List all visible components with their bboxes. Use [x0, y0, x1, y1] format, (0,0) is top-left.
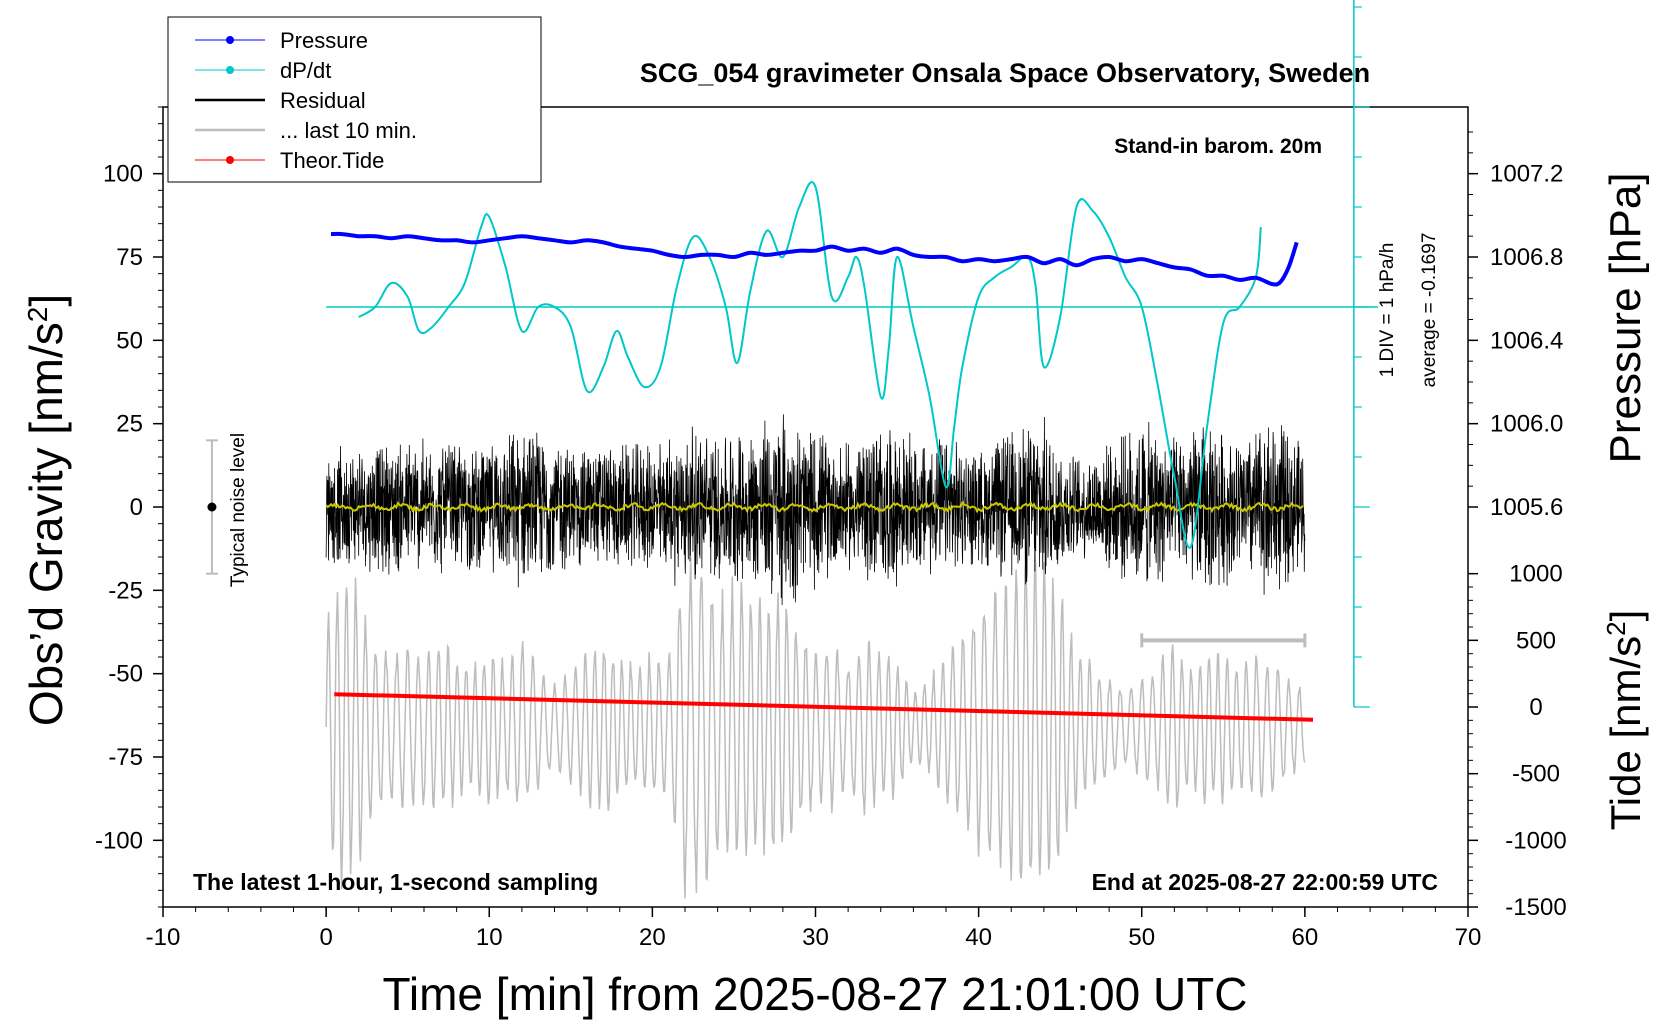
smoothed-residual-series [325, 500, 1304, 514]
tide-label-close: ] [1602, 610, 1649, 622]
sampling-annotation: The latest 1-hour, 1-second sampling [193, 869, 598, 895]
tide-tick-label: -500 [1512, 761, 1560, 788]
y-axis-label-tide: Tide [nm/s2] [1601, 610, 1649, 831]
y-tick-label: -25 [108, 577, 143, 604]
end-time-annotation: End at 2025-08-27 22:00:59 UTC [1092, 869, 1438, 895]
legend-marker [226, 36, 234, 44]
tide-label-exponent: 2 [1601, 621, 1631, 635]
y-axis-pressure: 1007.2 1006.8 1006.4 1006.0 1005.6 [1468, 131, 1563, 521]
legend-marker [226, 66, 234, 74]
y-axis-gravity: 100 75 50 25 0 -25 -50 -75 -100 [95, 106, 163, 908]
x-tick-label: 40 [965, 924, 992, 951]
y-tick-label: 100 [103, 161, 143, 188]
gravity-label-close: ] [20, 294, 72, 307]
average-annotation: average = -0.1697 [1419, 233, 1440, 388]
legend: Pressure dP/dt Residual ... last 10 min. The… [167, 16, 542, 183]
y-tick-label: -75 [108, 744, 143, 771]
y-tick-label: 75 [116, 244, 143, 271]
tide-tick-label: -1500 [1505, 894, 1566, 921]
pressure-tick-label: 1006.4 [1490, 327, 1563, 354]
x-tick-label: 50 [1128, 924, 1155, 951]
y-tick-label: 0 [130, 494, 143, 521]
legend-marker [226, 156, 234, 164]
y-tick-label: 50 [116, 327, 143, 354]
legend-label: dP/dt [280, 58, 331, 83]
legend-label: Residual [280, 88, 366, 113]
tide-tick-label: 500 [1516, 627, 1556, 654]
x-axis: -10 0 10 20 30 40 50 60 70 [146, 907, 1482, 951]
chart-title: SCG_054 gravimeter Onsala Space Observat… [640, 58, 1370, 88]
div-annotation: 1 DIV = 1 hPa/h [1377, 243, 1398, 378]
x-tick-label: 70 [1455, 924, 1482, 951]
x-tick-label: 30 [802, 924, 829, 951]
tide-tick-label: 1000 [1509, 561, 1562, 588]
y-tick-label: 25 [116, 411, 143, 438]
x-tick-label: 0 [319, 924, 332, 951]
tide-tick-label: -1000 [1505, 827, 1566, 854]
x-tick-label: 10 [476, 924, 503, 951]
y-axis-tide: 1000 500 0 -500 -1000 -1500 [1468, 561, 1567, 921]
y-axis-label-pressure: Pressure [hPa] [1601, 172, 1650, 463]
tide-label-text: Tide [nm/s [1602, 636, 1649, 831]
dpdt-div-scale [1353, 0, 1370, 708]
gravity-label-text: Obs’d Gravity [nm/s [20, 322, 72, 726]
noise-level-center-dot [207, 502, 217, 512]
y-axis-label-gravity: Obs’d Gravity [nm/s2] [20, 294, 72, 726]
pressure-tick-label: 1006.8 [1490, 244, 1563, 271]
legend-label: ... last 10 min. [280, 118, 417, 143]
theor-tide-series [334, 692, 1314, 722]
legend-box [167, 16, 542, 183]
last-10-min-series [325, 548, 1306, 899]
pressure-tick-label: 1006.0 [1490, 411, 1563, 438]
y-tick-label: -50 [108, 661, 143, 688]
x-tick-label: 20 [639, 924, 666, 951]
legend-label: Theor.Tide [280, 148, 384, 173]
tide-tick-label: 0 [1529, 694, 1542, 721]
series-layer [205, 181, 1379, 899]
dpdt-series [358, 181, 1262, 549]
gravity-label-exponent: 2 [22, 307, 53, 323]
pressure-series [330, 231, 1299, 287]
barometer-annotation: Stand-in barom. 20m [1114, 135, 1322, 158]
residual-series [325, 414, 1306, 606]
y-tick-label: -100 [95, 827, 143, 854]
pressure-tick-label: 1005.6 [1490, 494, 1563, 521]
x-tick-label: 60 [1292, 924, 1319, 951]
noise-level-annotation: Typical noise level [228, 433, 249, 587]
legend-label: Pressure [280, 28, 368, 53]
x-axis-label: Time [min] from 2025-08-27 21:01:00 UTC [383, 968, 1248, 1020]
pressure-tick-label: 1007.2 [1490, 161, 1563, 188]
x-tick-label: -10 [146, 924, 181, 951]
